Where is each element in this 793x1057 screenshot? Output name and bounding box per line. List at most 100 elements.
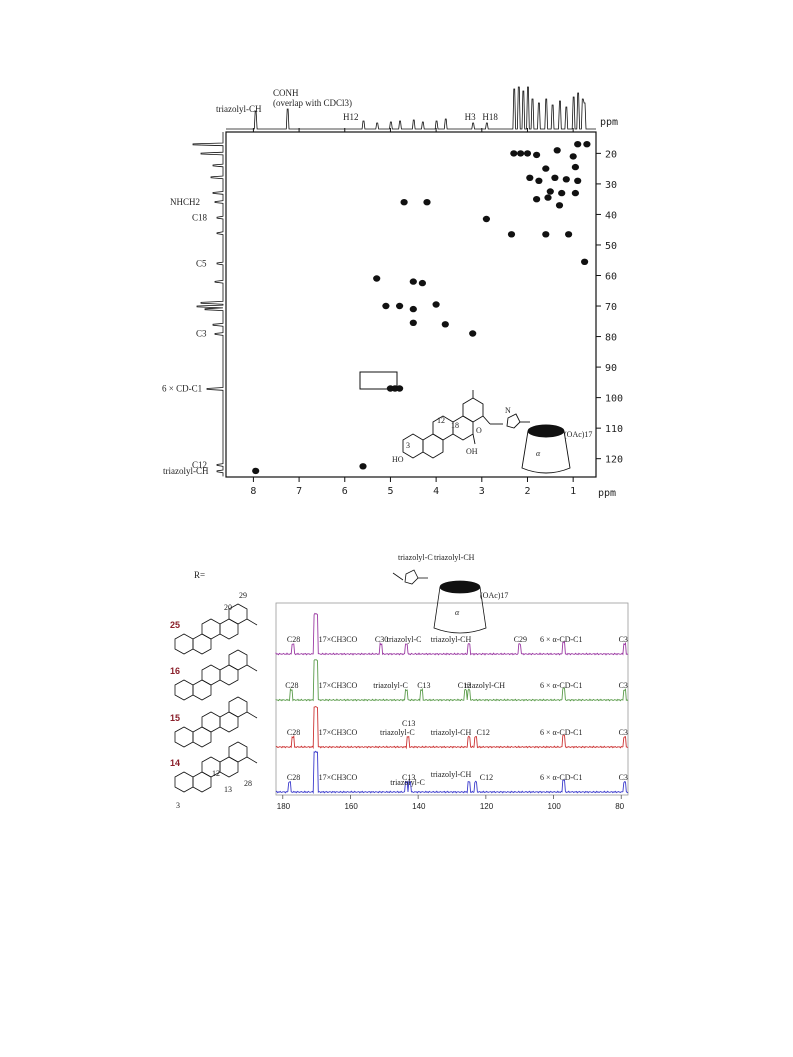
hsqc-peak bbox=[546, 188, 554, 195]
struct14-label-13: 13 bbox=[224, 785, 232, 794]
hsqc-peak bbox=[469, 330, 477, 337]
skeleton-bond bbox=[246, 618, 258, 626]
hsqc-top-annotation: H18 bbox=[482, 112, 498, 122]
cd-c1-box bbox=[359, 371, 398, 390]
hsqc-structure-labels: 12 18 3 (OAc)17 α OH HO O N bbox=[392, 406, 592, 464]
c13-peak-label: 6 × α-CD-C1 bbox=[540, 635, 582, 644]
hsqc-y-tick-label: 30 bbox=[605, 180, 617, 191]
struct14-label-3: 3 bbox=[176, 801, 180, 810]
hsqc-left-annotation: C3 bbox=[196, 329, 207, 339]
c13-x-tick-label: 100 bbox=[548, 802, 562, 811]
c13-peak-label: C28 bbox=[287, 773, 300, 782]
hsqc-peak bbox=[569, 153, 577, 160]
struct-label-12: 12 bbox=[437, 416, 445, 425]
skeleton-ring bbox=[192, 726, 212, 748]
hsqc-peak bbox=[409, 305, 417, 313]
hsqc-left-annotation: NHCH2 bbox=[170, 197, 200, 207]
hsqc-peak bbox=[510, 150, 518, 157]
hsqc-top-annotation: triazolyl-CH bbox=[216, 104, 262, 114]
hsqc-peak bbox=[252, 467, 260, 475]
hsqc-x-axis: 8 7 6 5 4 3 2 1 bbox=[250, 128, 576, 497]
c13-peak-label: triazolyl-CH bbox=[431, 635, 472, 644]
c13-peak-label: C12 bbox=[480, 773, 493, 782]
struct-label-oac: (OAc)17 bbox=[564, 430, 592, 439]
struct-label-alpha: α bbox=[536, 449, 541, 458]
hsqc-peak bbox=[551, 174, 559, 181]
c13-x-tick-label: 140 bbox=[412, 802, 426, 811]
skeleton-bond bbox=[246, 711, 258, 719]
frag-triazolyl-ch: triazolyl-CH bbox=[434, 553, 475, 562]
hsqc-13c-projection bbox=[192, 132, 224, 477]
hsqc-frame bbox=[225, 131, 597, 478]
hsqc-1h-trace bbox=[226, 86, 596, 130]
hsqc-peak bbox=[535, 177, 543, 184]
cmp14-structure-labels: 12 13 28 3 bbox=[176, 769, 252, 810]
struct25-label-29: 29 bbox=[239, 591, 247, 600]
skeleton-ring bbox=[192, 771, 212, 793]
c13-peak-label: triazolyl-C bbox=[390, 778, 425, 787]
hsqc-peak bbox=[555, 202, 564, 209]
hsqc-x-tick-label: 7 bbox=[296, 486, 302, 497]
c13-peak-label: 17×CH3CO bbox=[319, 773, 358, 782]
skeleton-ring bbox=[201, 711, 221, 733]
hsqc-left-annotation: triazolyl-CH bbox=[163, 466, 209, 476]
skeleton-ring bbox=[174, 771, 194, 793]
hsqc-peak bbox=[542, 165, 550, 172]
skeleton-ring bbox=[201, 618, 221, 640]
skeleton-ring bbox=[228, 649, 248, 671]
c13-series-15 bbox=[275, 705, 629, 750]
c13-series bbox=[275, 612, 629, 795]
hsqc-left-annotation: C12 bbox=[192, 460, 207, 470]
compound-number-25: 25 bbox=[170, 620, 180, 630]
skeleton-ring bbox=[219, 711, 239, 733]
c13-peak-label: C29 bbox=[514, 635, 527, 644]
c13-peak-label: 17×CH3CO bbox=[319, 635, 358, 644]
struct-label-o: O bbox=[476, 426, 482, 435]
hsqc-x-tick-label: 1 bbox=[570, 486, 576, 497]
compound-number-16: 16 bbox=[170, 666, 180, 676]
struct25-label-20: 20 bbox=[224, 603, 232, 612]
struct-label-oh: OH bbox=[466, 447, 478, 456]
struct14-label-12: 12 bbox=[212, 769, 220, 778]
c13-peak-label: C3 bbox=[619, 773, 628, 782]
hsqc-peak bbox=[396, 385, 404, 392]
skeleton-ring bbox=[228, 696, 248, 718]
hsqc-top-annotation: H3 bbox=[465, 112, 476, 122]
hsqc-peak bbox=[517, 150, 525, 157]
struct-label-ho: HO bbox=[392, 455, 404, 464]
cmp25-structure-labels: 29 20 bbox=[224, 591, 247, 612]
skeleton-ring bbox=[192, 633, 212, 655]
hsqc-left-annotation: 6 × CD-C1 bbox=[162, 384, 202, 394]
hsqc-top-annotation: (overlap with CDCl3) bbox=[273, 98, 352, 108]
hsqc-y-tick-label: 60 bbox=[605, 271, 617, 282]
hsqc-peak bbox=[482, 215, 490, 223]
hsqc-y-tick-label: 20 bbox=[605, 149, 617, 160]
c13-series-14 bbox=[275, 750, 629, 795]
frag-oac: (OAc)17 bbox=[480, 591, 508, 600]
c13-peak-label: triazolyl-CH bbox=[465, 681, 506, 690]
c13-peak-label: C28 bbox=[285, 681, 298, 690]
hsqc-peak bbox=[571, 163, 580, 171]
hsqc-13c-trace bbox=[192, 132, 224, 477]
c13-series-16 bbox=[275, 659, 629, 702]
hsqc-top-annotations: triazolyl-CH CONH(overlap with CDCl3) H12 H… bbox=[216, 88, 498, 122]
hsqc-peak bbox=[409, 319, 417, 326]
c13-peak-label: C30 bbox=[375, 635, 388, 644]
c13-peak-label: C3 bbox=[619, 635, 628, 644]
hsqc-peak bbox=[558, 189, 566, 197]
c13-peak-label: 17×CH3CO bbox=[319, 728, 358, 737]
hsqc-peak bbox=[418, 279, 426, 287]
hsqc-peak bbox=[581, 258, 589, 265]
skeleton-ring bbox=[201, 664, 221, 686]
hsqc-x-tick-label: 2 bbox=[524, 486, 530, 497]
fragment-labels: triazolyl-C triazolyl-CH (OAc)17 α bbox=[398, 553, 508, 617]
c13-peak-label: triazolyl-CH bbox=[431, 770, 472, 779]
c13-peak-label: C3 bbox=[619, 728, 628, 737]
skeleton-ring bbox=[174, 726, 194, 748]
c13-peak-label: 17×CH3CO bbox=[319, 681, 358, 690]
hsqc-left-annotation: C5 bbox=[196, 258, 207, 268]
compound-structures bbox=[174, 603, 258, 793]
hsqc-peak bbox=[565, 231, 573, 238]
hsqc-y-tick-label: 80 bbox=[605, 333, 617, 344]
